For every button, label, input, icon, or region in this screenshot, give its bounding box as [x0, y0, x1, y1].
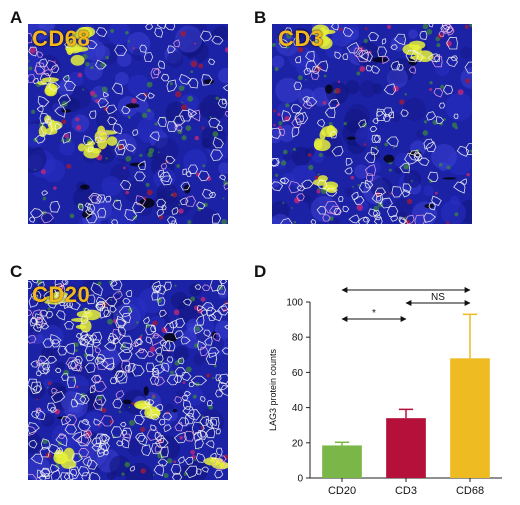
micrograph-label-cd68: CD68: [32, 26, 91, 51]
y-tick-label: 0: [297, 474, 303, 485]
micrograph-cd3: CD3: [272, 24, 472, 224]
micrograph-cd68-image: [28, 24, 228, 224]
x-tick-label: CD68: [456, 485, 484, 497]
micrograph-cd20-image: [28, 280, 228, 480]
y-tick-label: 40: [292, 403, 304, 414]
panel-letter-c: C: [10, 262, 23, 281]
y-axis-label: LAG3 protein counts: [268, 348, 278, 431]
bar-cd20: [322, 445, 362, 478]
significance-label: *: [372, 308, 376, 319]
x-tick-label: CD3: [395, 485, 417, 497]
bar-cd68: [450, 358, 490, 478]
micrograph-cd20: CD20: [28, 280, 228, 480]
y-tick-label: 60: [292, 368, 304, 379]
lag3-bar-chart: 0 20 40 60 80 100 LAG3 protein counts CD20 CD3 CD…: [262, 279, 512, 500]
y-tick-label: 100: [286, 298, 303, 309]
panel-letter-d: D: [254, 262, 267, 281]
lag3-bar-chart-svg: 0 20 40 60 80 100 LAG3 protein counts CD20 CD3 CD…: [268, 279, 502, 497]
micrograph-cd68: CD68: [28, 24, 228, 224]
micrograph-label-cd3: CD3: [278, 26, 324, 51]
x-tick-label: CD20: [328, 485, 356, 497]
micrograph-label-cd20: CD20: [32, 282, 91, 307]
panel-letter-b: B: [254, 8, 267, 27]
y-tick-label: 80: [292, 333, 304, 344]
panel-letter-a: A: [10, 8, 23, 27]
bar-cd3: [386, 418, 426, 478]
y-tick-label: 20: [292, 438, 304, 449]
significance-label: **: [402, 286, 410, 290]
significance-label: NS: [431, 292, 445, 303]
micrograph-cd3-image: [272, 24, 472, 224]
